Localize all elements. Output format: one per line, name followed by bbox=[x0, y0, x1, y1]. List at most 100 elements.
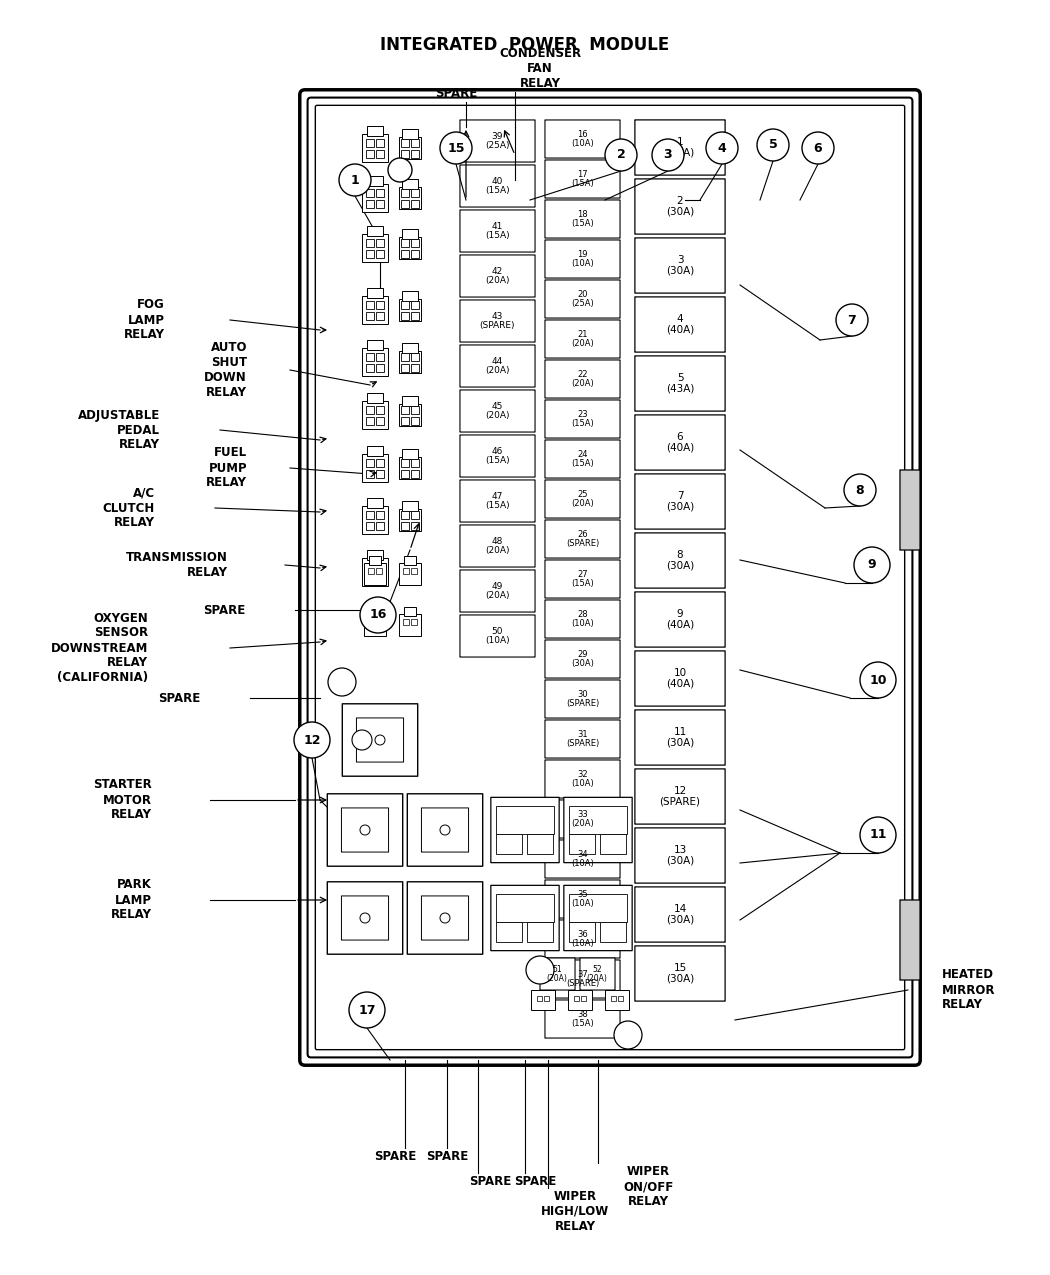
Bar bbox=[574, 996, 579, 1001]
Text: FUEL
PUMP
RELAY: FUEL PUMP RELAY bbox=[206, 446, 247, 490]
Bar bbox=[366, 189, 374, 198]
Bar bbox=[376, 250, 384, 258]
Text: 5
(43A): 5 (43A) bbox=[666, 374, 694, 394]
Bar bbox=[364, 615, 386, 636]
Bar bbox=[368, 446, 383, 456]
Text: 4: 4 bbox=[717, 142, 727, 154]
Bar bbox=[611, 996, 616, 1001]
Bar bbox=[496, 806, 554, 834]
FancyBboxPatch shape bbox=[635, 297, 726, 352]
FancyBboxPatch shape bbox=[356, 718, 403, 762]
Bar bbox=[376, 200, 384, 208]
Bar bbox=[401, 405, 410, 414]
FancyBboxPatch shape bbox=[545, 280, 621, 317]
Bar bbox=[496, 922, 522, 942]
Text: 1: 1 bbox=[351, 173, 359, 186]
Bar bbox=[402, 397, 418, 405]
FancyBboxPatch shape bbox=[545, 400, 621, 439]
Bar bbox=[401, 470, 410, 478]
FancyBboxPatch shape bbox=[460, 479, 536, 521]
Circle shape bbox=[614, 1021, 642, 1049]
FancyBboxPatch shape bbox=[460, 390, 536, 432]
Bar bbox=[369, 556, 381, 565]
Text: 46
(15A): 46 (15A) bbox=[485, 446, 510, 465]
FancyBboxPatch shape bbox=[490, 885, 560, 951]
Text: 42
(20A): 42 (20A) bbox=[485, 266, 509, 286]
Text: 35
(10A): 35 (10A) bbox=[571, 890, 594, 908]
FancyBboxPatch shape bbox=[460, 435, 536, 477]
Text: 48
(20A): 48 (20A) bbox=[485, 537, 509, 556]
Bar bbox=[401, 150, 410, 158]
Text: SPARE: SPARE bbox=[513, 1176, 557, 1188]
FancyBboxPatch shape bbox=[545, 200, 621, 238]
Text: TRANSMISSION
RELAY: TRANSMISSION RELAY bbox=[126, 551, 228, 579]
Bar bbox=[399, 509, 421, 530]
Bar bbox=[376, 574, 384, 581]
FancyBboxPatch shape bbox=[635, 356, 726, 411]
FancyBboxPatch shape bbox=[545, 720, 621, 759]
Bar bbox=[402, 291, 418, 301]
Text: 32
(10A): 32 (10A) bbox=[571, 770, 594, 788]
Bar bbox=[569, 834, 595, 854]
Bar bbox=[376, 238, 384, 247]
Text: 16: 16 bbox=[370, 608, 386, 621]
Text: 7
(30A): 7 (30A) bbox=[666, 491, 694, 511]
FancyBboxPatch shape bbox=[421, 808, 468, 852]
Text: 39
(25A): 39 (25A) bbox=[485, 131, 509, 150]
Text: 2
(30A): 2 (30A) bbox=[666, 196, 694, 217]
Text: 38
(15A): 38 (15A) bbox=[571, 1010, 594, 1029]
Bar bbox=[411, 250, 419, 258]
Bar bbox=[399, 187, 421, 209]
Text: 28
(10A): 28 (10A) bbox=[571, 609, 594, 629]
Bar bbox=[401, 363, 410, 372]
FancyBboxPatch shape bbox=[545, 560, 621, 598]
Text: AUTO
SHUT
DOWN
RELAY: AUTO SHUT DOWN RELAY bbox=[205, 340, 247, 399]
Bar bbox=[402, 129, 418, 139]
Bar bbox=[411, 312, 419, 320]
Text: 24
(15A): 24 (15A) bbox=[571, 450, 594, 468]
FancyBboxPatch shape bbox=[900, 470, 920, 550]
Text: 19
(10A): 19 (10A) bbox=[571, 250, 594, 268]
Bar bbox=[402, 343, 418, 353]
Text: 43
(SPARE): 43 (SPARE) bbox=[480, 311, 516, 330]
Bar bbox=[401, 189, 410, 198]
Text: 15: 15 bbox=[447, 142, 465, 154]
Text: HEATED
MIRROR
RELAY: HEATED MIRROR RELAY bbox=[942, 969, 995, 1011]
FancyBboxPatch shape bbox=[460, 300, 536, 342]
Circle shape bbox=[844, 474, 876, 506]
Bar bbox=[600, 922, 626, 942]
Bar bbox=[399, 136, 421, 159]
Text: INTEGRATED  POWER  MODULE: INTEGRATED POWER MODULE bbox=[380, 36, 670, 54]
Bar bbox=[411, 301, 419, 309]
Text: SPARE: SPARE bbox=[435, 87, 477, 99]
FancyBboxPatch shape bbox=[635, 592, 726, 648]
Bar bbox=[401, 301, 410, 309]
Bar bbox=[399, 404, 421, 426]
FancyBboxPatch shape bbox=[545, 921, 621, 958]
Bar bbox=[368, 499, 383, 507]
FancyBboxPatch shape bbox=[545, 120, 621, 158]
Text: 44
(20A): 44 (20A) bbox=[485, 357, 509, 375]
Text: 41
(15A): 41 (15A) bbox=[485, 222, 510, 241]
Bar bbox=[411, 363, 419, 372]
Bar bbox=[496, 834, 522, 854]
Bar bbox=[569, 806, 627, 834]
Circle shape bbox=[360, 597, 396, 632]
Text: SPARE: SPARE bbox=[426, 1150, 468, 1163]
Text: 22
(20A): 22 (20A) bbox=[571, 370, 594, 389]
Text: 14
(30A): 14 (30A) bbox=[666, 904, 694, 924]
Bar bbox=[399, 300, 421, 321]
FancyBboxPatch shape bbox=[545, 240, 621, 278]
Text: 10
(40A): 10 (40A) bbox=[666, 668, 694, 688]
Bar bbox=[368, 567, 374, 574]
FancyBboxPatch shape bbox=[635, 120, 726, 175]
Bar bbox=[401, 511, 410, 519]
Text: 23
(15A): 23 (15A) bbox=[571, 409, 594, 428]
Bar bbox=[618, 996, 623, 1001]
Bar bbox=[362, 558, 388, 587]
Text: OXYGEN
SENSOR
DOWNSTREAM
RELAY
(CALIFORNIA): OXYGEN SENSOR DOWNSTREAM RELAY (CALIFORN… bbox=[50, 612, 148, 685]
Text: 27
(15A): 27 (15A) bbox=[571, 570, 594, 588]
Text: 21
(20A): 21 (20A) bbox=[571, 330, 594, 348]
Bar bbox=[362, 184, 388, 212]
Bar bbox=[401, 417, 410, 425]
